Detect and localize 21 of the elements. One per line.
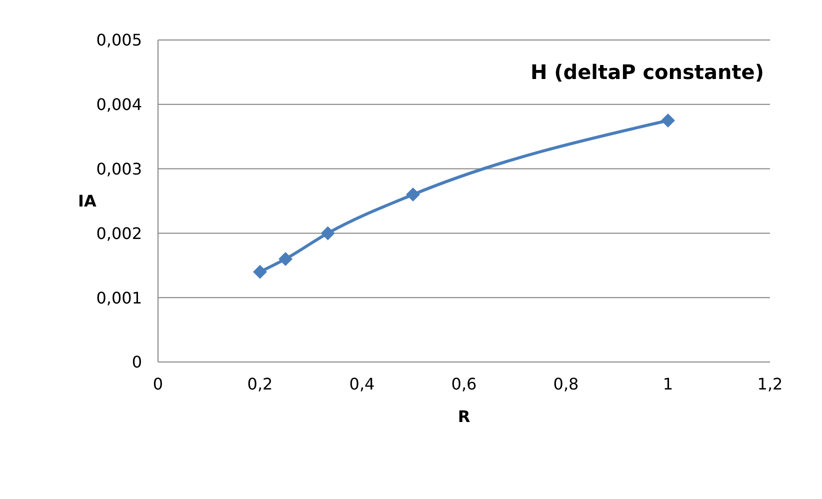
y-tick-label: 0,005 — [96, 30, 142, 50]
x-axis-title: R — [458, 407, 470, 426]
text: H (deltaP constante) — [530, 60, 764, 84]
x-tick-label: 0,4 — [349, 374, 375, 394]
point — [406, 188, 420, 202]
x-tick-label: 0,2 — [247, 374, 273, 394]
x-tick-label: 1,2 — [757, 374, 783, 394]
point — [278, 252, 292, 266]
point — [320, 226, 335, 240]
y-tick-label: 0,001 — [96, 288, 142, 308]
y-axis-title: IA — [78, 192, 97, 211]
point — [253, 264, 267, 279]
point — [661, 114, 675, 128]
x-tick-label: 0 — [152, 374, 164, 394]
x-tick-label: 0,8 — [553, 374, 579, 394]
y-tick-label: 0 — [132, 352, 142, 372]
y-tick-label: 0,002 — [96, 224, 142, 243]
x-tick-label: 1 — [662, 374, 674, 394]
x-tick-label: 0,6 — [451, 374, 477, 394]
y-tick-label: 0,003 — [96, 159, 142, 178]
y-tick-label: 0,004 — [96, 95, 142, 114]
